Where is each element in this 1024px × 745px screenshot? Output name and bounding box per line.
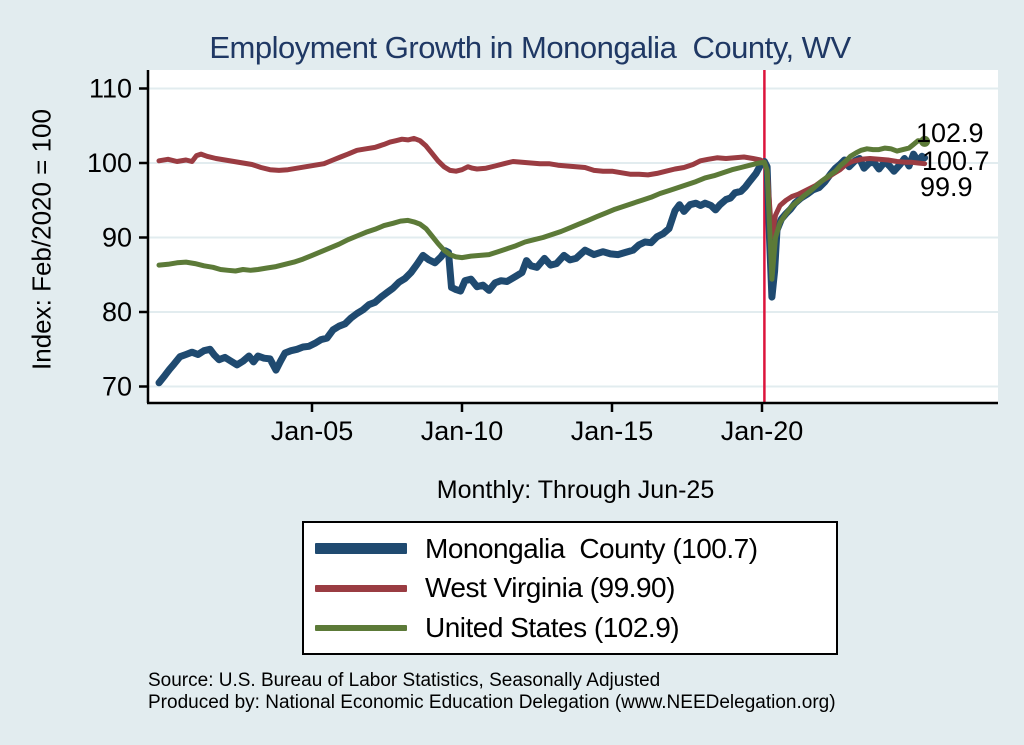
x-tick-label-Jan-05: Jan-05 xyxy=(271,416,354,446)
source-line: Source: U.S. Bureau of Labor Statistics,… xyxy=(148,670,661,691)
y-tick-label-70: 70 xyxy=(102,372,132,402)
series-end-dot-2 xyxy=(919,135,931,147)
source-notes: Source: U.S. Bureau of Labor Statistics,… xyxy=(148,670,968,714)
legend-label-monongalia: Monongalia County (100.7) xyxy=(425,532,758,564)
series-line-1 xyxy=(156,135,928,240)
produced-by-line: Produced by: National Economic Education… xyxy=(148,692,836,713)
x-tick-label-Jan-15: Jan-15 xyxy=(571,416,654,446)
chart-title: Employment Growth in Monongalia County, … xyxy=(209,30,851,65)
legend-row-united-states: United States (102.9) xyxy=(304,610,836,646)
chart-caption: Monthly: Through Jun-25 xyxy=(436,476,715,504)
y-tick-label-90: 90 xyxy=(102,223,132,253)
y-tick-label-110: 110 xyxy=(89,74,132,104)
x-tick-label-Jan-10: Jan-10 xyxy=(421,416,504,446)
legend-box: Monongalia County (100.7) West Virginia … xyxy=(302,521,838,655)
legend-row-monongalia: Monongalia County (100.7) xyxy=(304,531,836,567)
series-line-2 xyxy=(156,138,928,282)
legend-row-west-virginia: West Virginia (99.90) xyxy=(304,570,836,606)
legend-label-united-states: United States (102.9) xyxy=(425,611,680,643)
end-label-united-states: 102.9 xyxy=(916,118,984,148)
legend-label-west-virginia: West Virginia (99.90) xyxy=(425,572,675,603)
legend-key-united-states-line xyxy=(315,624,407,631)
legend-key-west-virginia-line xyxy=(315,584,407,592)
y-tick-label-80: 80 xyxy=(102,297,132,327)
legend-key-monongalia-line xyxy=(315,543,407,554)
end-label-west-virginia: 99.9 xyxy=(920,172,973,202)
x-tick-label-Jan-20: Jan-20 xyxy=(721,416,804,446)
end-label-monongalia-county: 100.7 xyxy=(922,146,990,176)
y-axis-title: Index: Feb/2020 = 100 xyxy=(26,109,57,370)
y-tick-label-100: 100 xyxy=(87,148,132,178)
